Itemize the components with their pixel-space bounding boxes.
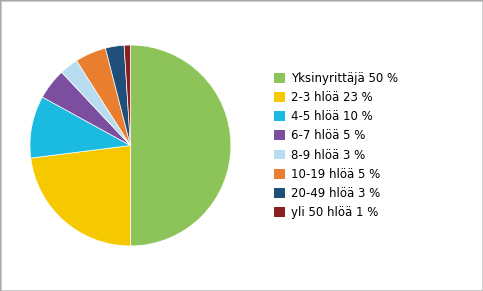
Legend: Yksinyrittäjä 50 %, 2-3 hlöä 23 %, 4-5 hlöä 10 %, 6-7 hlöä 5 %, 8-9 hlöä 3 %, 10: Yksinyrittäjä 50 %, 2-3 hlöä 23 %, 4-5 h… [274,72,398,219]
Wedge shape [30,97,130,158]
Wedge shape [43,72,130,146]
Wedge shape [31,146,130,246]
Wedge shape [62,61,130,146]
Wedge shape [130,45,231,246]
Wedge shape [124,45,130,146]
Wedge shape [77,48,130,146]
Wedge shape [105,45,130,146]
